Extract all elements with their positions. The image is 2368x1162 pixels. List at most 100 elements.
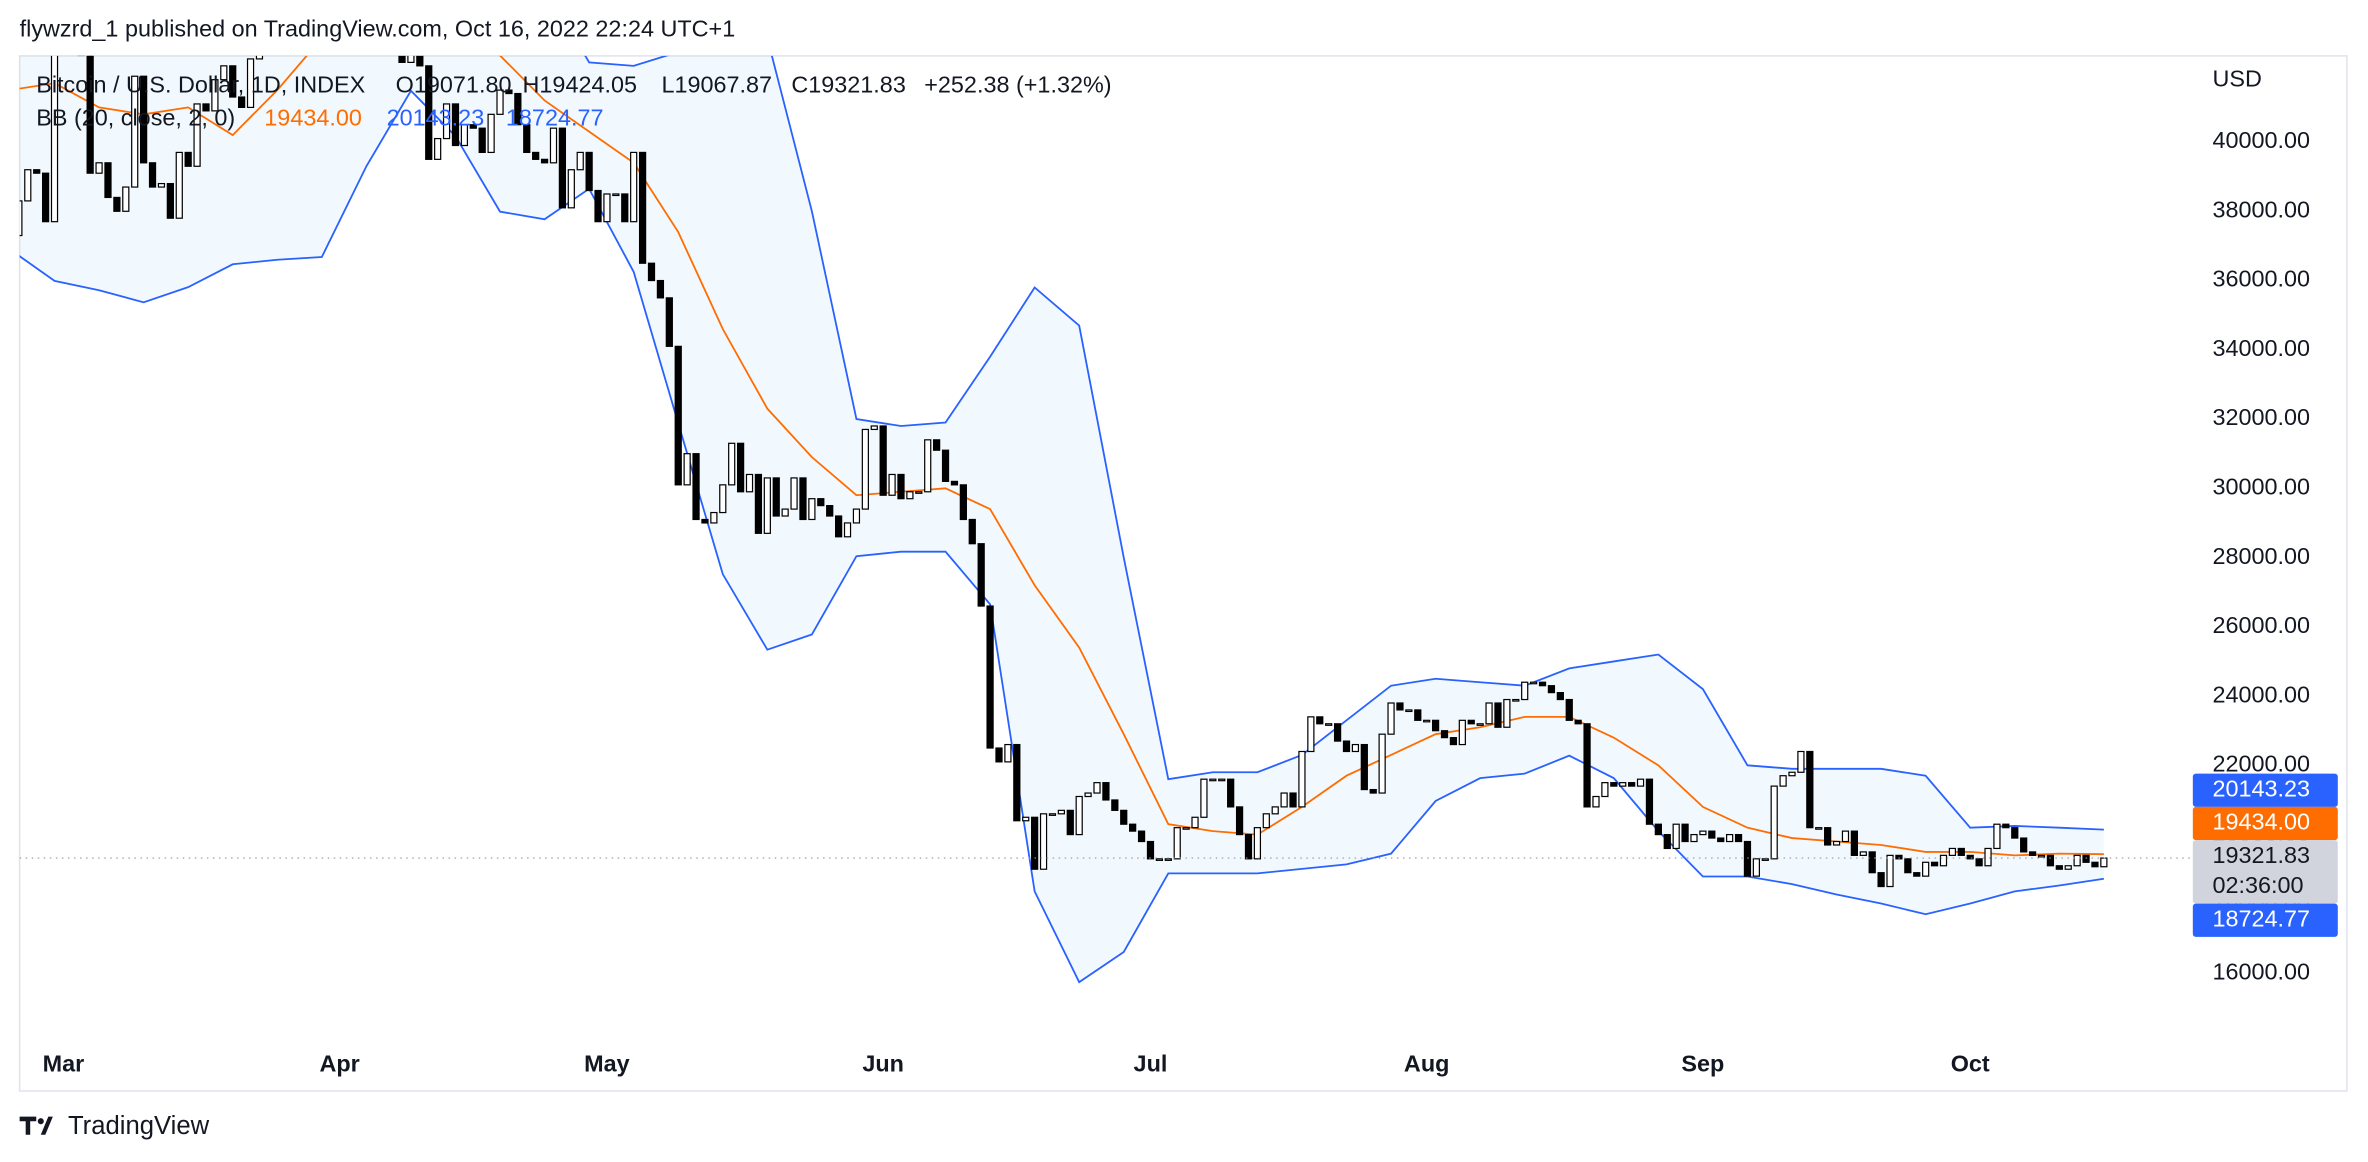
bb-legend-name: BB (20, close, 2, 0) — [36, 105, 235, 131]
candle-body — [692, 453, 700, 521]
candle-body — [1244, 833, 1253, 860]
candle-body — [166, 182, 174, 219]
candle-body — [638, 151, 647, 264]
candle-body — [941, 449, 950, 482]
candle-body — [1779, 775, 1787, 787]
candle-body — [1485, 702, 1493, 725]
candle-body — [1815, 827, 1823, 830]
candle-body — [2055, 865, 2063, 870]
candle-body — [2002, 823, 2010, 829]
candle-body — [950, 480, 959, 486]
candle-body — [1396, 702, 1404, 711]
candle-body — [1129, 823, 1137, 832]
candle-body — [1717, 837, 1725, 843]
y-tick-label: 32000.00 — [2212, 404, 2310, 430]
candle-body — [585, 151, 593, 192]
candle-body — [1512, 698, 1520, 702]
candle-body — [594, 189, 602, 223]
candle-body — [1057, 809, 1065, 815]
candle-body — [86, 55, 94, 174]
candle-body — [1191, 816, 1199, 829]
candle-body — [505, 89, 513, 95]
candle-body — [1806, 750, 1814, 829]
candle-body — [514, 92, 522, 126]
candle-body — [451, 103, 460, 147]
candle-body — [1850, 830, 1859, 856]
candle-body — [1574, 719, 1582, 725]
candle-body — [540, 158, 549, 164]
candle-body — [977, 543, 985, 607]
candle-body — [647, 262, 656, 282]
candle-body — [968, 518, 976, 545]
bb-legend-value: 20143.23 — [387, 105, 485, 131]
candle-body — [2037, 854, 2046, 858]
candle-body — [104, 162, 112, 199]
candle-body — [41, 172, 50, 223]
candle-body — [1913, 872, 1921, 877]
candle-body — [1619, 782, 1627, 787]
candle-body — [576, 151, 584, 171]
candle-body — [1895, 854, 1903, 860]
legend-change: +252.38 (+1.32%) — [924, 71, 1111, 97]
y-tick-label: 36000.00 — [2212, 266, 2310, 292]
candle-body — [1556, 692, 1564, 701]
chart-frame — [18, 55, 2348, 1092]
candle-body — [772, 477, 780, 517]
y-tick-label: 26000.00 — [2212, 612, 2310, 638]
candle-body — [1120, 809, 1128, 825]
legend-open: O19071.80 — [396, 71, 512, 97]
legend-high: H19424.05 — [523, 71, 637, 97]
candle-body — [1494, 702, 1502, 728]
bb-legend-value: 18724.77 — [506, 105, 604, 131]
candle-body — [1084, 792, 1092, 798]
candle-body — [113, 196, 121, 212]
candle-body — [1209, 778, 1217, 782]
candle-body — [211, 79, 219, 112]
candle-body — [567, 169, 575, 209]
candle-body — [1610, 782, 1618, 787]
candle-body — [558, 127, 567, 209]
candle-body — [487, 113, 495, 154]
plot-area — [19, 55, 2108, 984]
candle-body — [1832, 840, 1841, 846]
candle-body — [621, 193, 629, 223]
candle-body — [924, 439, 932, 493]
candle-body — [523, 124, 531, 154]
candle-body — [1182, 827, 1190, 830]
candle-body — [719, 484, 727, 514]
candle-body — [33, 169, 41, 174]
y-tick-label: 40000.00 — [2212, 127, 2310, 153]
candle-body — [398, 55, 406, 63]
candle-body — [1325, 723, 1333, 726]
candle-body — [246, 58, 255, 109]
candle-body — [1031, 816, 1039, 870]
candle-body — [1164, 858, 1172, 861]
candle-body — [220, 65, 228, 81]
candle-body — [1966, 854, 1974, 860]
candle-body — [1922, 861, 1930, 877]
candle-body — [710, 511, 718, 524]
candle-body — [1137, 830, 1146, 843]
published-line: flywzrd_1 published on TradingView.com, … — [20, 15, 736, 41]
candle-body — [1004, 743, 1012, 763]
candle-body — [612, 193, 620, 197]
candle-body — [603, 193, 611, 223]
candle-body — [915, 491, 923, 494]
currency-label: USD — [2212, 65, 2261, 91]
candle-body — [175, 151, 183, 219]
candle-body — [897, 473, 905, 500]
candle-body — [1628, 782, 1636, 787]
x-tick-label: Jul — [1134, 1050, 1168, 1076]
x-tick-label: Oct — [1951, 1050, 1990, 1076]
candle-body — [1699, 830, 1707, 836]
candle-body — [1726, 833, 1734, 843]
candle-body — [2064, 865, 2072, 870]
candle-body — [193, 103, 201, 167]
candle-body — [1316, 716, 1324, 725]
candle-body — [1538, 681, 1547, 687]
candle-body — [888, 473, 896, 496]
candle-body — [1262, 813, 1270, 829]
brand-logo — [19, 1116, 53, 1135]
candle-body — [1414, 709, 1422, 721]
candle-body — [1378, 733, 1386, 794]
